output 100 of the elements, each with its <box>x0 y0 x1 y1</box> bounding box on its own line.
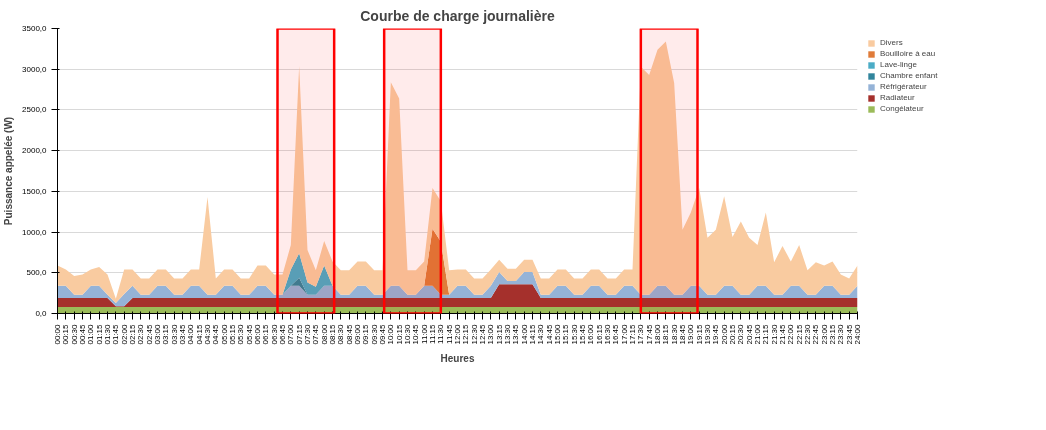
x-tick-label: 13:15 <box>494 323 504 345</box>
x-tick-label: 22:00 <box>786 323 796 345</box>
x-tick-label: 07:00 <box>286 323 296 345</box>
x-tick-label: 21:45 <box>778 323 787 345</box>
x-tick-label: 11:45 <box>444 323 454 344</box>
x-tick-label: 02:45 <box>144 323 154 345</box>
x-tick-label: 09:30 <box>369 323 379 345</box>
x-tick-label: 14:30 <box>536 323 546 345</box>
x-tick-label: 15:45 <box>578 323 587 345</box>
x-tick-label: 04:30 <box>203 323 212 345</box>
y-tick-label: 3000,0 <box>22 64 48 74</box>
x-tick-label: 05:00 <box>219 323 229 345</box>
x-tick-label: 21:00 <box>753 323 762 345</box>
x-tick-label: 08:30 <box>336 323 346 345</box>
x-tick-label: 16:45 <box>611 323 621 345</box>
x-tick-label: 07:45 <box>311 323 321 345</box>
x-tick-label: 14:15 <box>528 323 537 345</box>
x-tick-label: 08:00 <box>319 323 329 345</box>
x-tick-label: 20:00 <box>719 323 729 345</box>
x-tick-label: 09:15 <box>361 323 371 345</box>
x-tick-label: 07:30 <box>303 323 312 345</box>
x-tick-label: 18:15 <box>661 323 671 345</box>
x-tick-label: 01:30 <box>103 323 112 345</box>
x-tick-label: 19:15 <box>694 323 704 345</box>
x-tick-label: 12:00 <box>453 323 462 345</box>
x-tick-label: 01:15 <box>94 323 104 345</box>
x-tick-label: 06:30 <box>269 323 279 345</box>
legend-label: Chambre enfant <box>880 71 938 80</box>
x-tick-label: 16:00 <box>586 323 596 345</box>
x-tick-label: 10:15 <box>394 323 404 345</box>
x-tick-label: 19:45 <box>711 323 721 345</box>
x-tick-label: 05:30 <box>236 323 246 345</box>
x-tick-label: 04:15 <box>194 323 204 345</box>
x-tick-label: 15:15 <box>561 323 571 345</box>
x-tick-label: 00:45 <box>78 323 87 345</box>
x-tick-label: 19:00 <box>686 323 696 345</box>
y-tick-label: 0,0 <box>35 309 48 318</box>
x-tick-label: 20:30 <box>736 323 746 345</box>
x-tick-label: 16:30 <box>603 323 612 345</box>
x-tick-label: 03:45 <box>178 323 187 345</box>
y-tick-label: 3500,0 <box>22 24 48 33</box>
y-tick-label: 2500,0 <box>22 105 48 115</box>
x-tick-label: 17:15 <box>628 323 637 345</box>
x-tick-label: 05:15 <box>228 323 237 345</box>
x-tick-label: 06:15 <box>261 323 271 345</box>
x-tick-label: 23:00 <box>819 323 829 345</box>
x-tick-label: 20:45 <box>744 323 754 345</box>
x-tick-label: 11:15 <box>428 323 437 344</box>
chart-title: Courbe de charge journalière <box>360 7 555 24</box>
x-tick-label: 24:00 <box>853 323 862 345</box>
x-tick-label: 00:30 <box>69 323 79 345</box>
x-tick-label: 04:45 <box>211 323 221 345</box>
x-tick-label: 03:00 <box>153 323 162 345</box>
x-tick-label: 00:00 <box>53 323 62 345</box>
x-tick-label: 05:45 <box>244 323 254 345</box>
x-tick-label: 23:45 <box>844 323 854 345</box>
x-tick-label: 18:00 <box>653 323 662 345</box>
x-tick-label: 03:15 <box>161 323 171 345</box>
x-tick-label: 13:30 <box>503 323 512 345</box>
x-tick-label: 14:00 <box>519 323 529 345</box>
x-tick-label: 18:45 <box>678 323 687 345</box>
y-tick-label: 500,0 <box>26 268 48 278</box>
x-tick-label: 02:30 <box>136 323 146 345</box>
x-tick-label: 22:30 <box>803 323 812 345</box>
x-tick-label: 16:15 <box>594 323 604 345</box>
x-tick-label: 23:30 <box>836 323 846 345</box>
x-tick-label: 21:15 <box>761 323 771 345</box>
x-tick-label: 12:45 <box>478 323 487 345</box>
x-tick-label: 22:15 <box>794 323 804 345</box>
x-tick-label: 13:45 <box>511 323 521 345</box>
x-tick-label: 14:45 <box>544 323 554 345</box>
x-tick-label: 02:15 <box>128 323 137 345</box>
x-tick-label: 17:30 <box>636 323 646 345</box>
legend-label: Radiateur <box>880 93 915 102</box>
x-tick-label: 04:00 <box>186 323 196 345</box>
x-tick-label: 07:15 <box>294 323 304 345</box>
x-axis-title: Heures <box>440 352 475 364</box>
y-tick-label: 1000,0 <box>22 227 48 237</box>
legend-label: Réfrigérateur <box>880 82 927 91</box>
x-tick-label: 12:30 <box>469 323 479 345</box>
legend-label: Lave-linge <box>880 60 917 69</box>
x-tick-label: 12:15 <box>461 323 471 345</box>
x-tick-label: 06:00 <box>253 323 262 345</box>
x-tick-label: 00:15 <box>61 323 71 345</box>
x-tick-label: 02:00 <box>119 323 129 345</box>
x-tick-label: 03:30 <box>169 323 179 345</box>
x-tick-label: 10:45 <box>411 323 421 345</box>
x-tick-label: 15:30 <box>569 323 579 345</box>
x-tick-label: 10:00 <box>386 323 396 345</box>
x-tick-label: 11:00 <box>419 323 429 344</box>
x-tick-label: 08:15 <box>328 323 337 345</box>
y-tick-label: 2000,0 <box>22 146 48 156</box>
x-tick-label: 01:00 <box>86 323 96 345</box>
x-tick-label: 10:30 <box>403 323 412 345</box>
x-tick-label: 09:45 <box>378 323 387 345</box>
x-tick-label: 15:00 <box>553 323 562 345</box>
legend-label: Bouilloire à eau <box>880 49 936 58</box>
x-tick-label: 09:00 <box>353 323 362 345</box>
x-tick-label: 21:30 <box>769 323 779 345</box>
x-tick-label: 18:30 <box>669 323 679 345</box>
